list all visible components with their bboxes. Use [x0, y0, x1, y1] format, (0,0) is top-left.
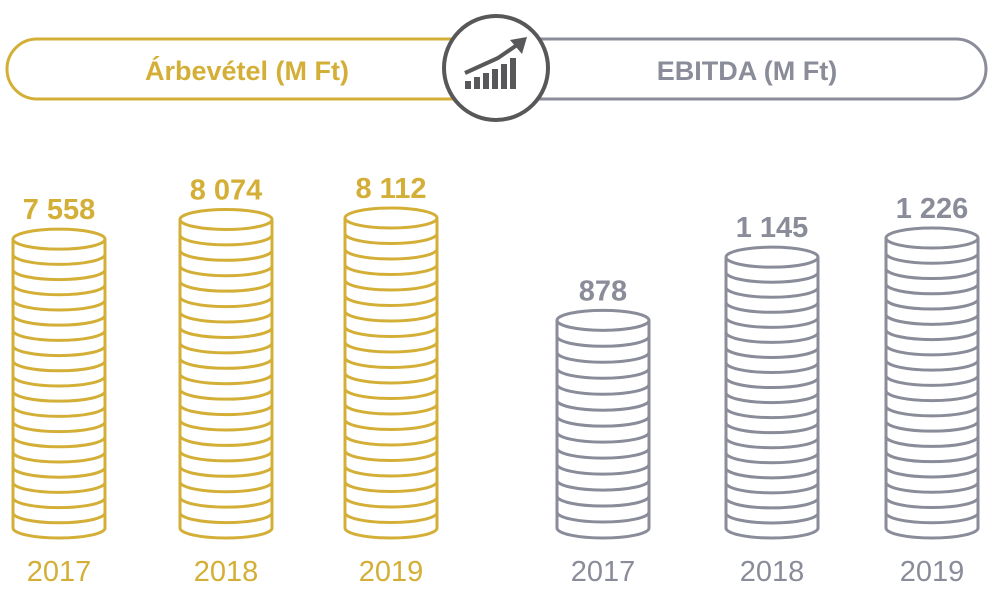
year-label: 2019: [359, 556, 424, 588]
value-label: 7 558: [23, 194, 96, 226]
coin-stack-bar: [178, 207, 274, 540]
coin-stack-bar: [555, 308, 651, 540]
coin-stack-bar: [11, 227, 107, 540]
coin-stack-bar: [343, 206, 439, 540]
coin-stack-bar: [884, 226, 980, 540]
growth-chart-icon: [442, 14, 550, 122]
value-label: 8 112: [356, 173, 427, 205]
value-label: 878: [579, 275, 627, 307]
coin-stacks: 7 558 2017 8 074 2018 8 112 2019 878 2017 1 145 2…: [11, 173, 980, 588]
year-label: 2018: [740, 556, 805, 588]
year-label: 2017: [27, 556, 92, 588]
year-label: 2018: [194, 556, 259, 588]
ebitda-title: EBITDA (M Ft): [657, 56, 837, 86]
year-label: 2019: [900, 556, 965, 588]
coin-stack-bar: [724, 245, 820, 540]
value-label: 1 145: [736, 212, 809, 244]
value-label: 8 074: [190, 174, 263, 206]
value-label: 1 226: [896, 193, 969, 225]
revenue-title: Árbevétel (M Ft): [145, 55, 349, 86]
year-label: 2017: [571, 556, 636, 588]
